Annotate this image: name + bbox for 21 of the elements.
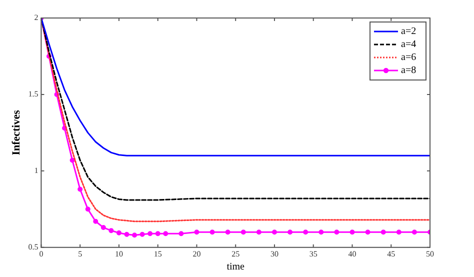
x-tick-label: 5 bbox=[78, 249, 82, 258]
x-axis-title: time bbox=[226, 262, 246, 273]
x-tick-label: 15 bbox=[154, 249, 162, 258]
y-axis-title: Infectives bbox=[10, 109, 22, 156]
x-tick-label: 50 bbox=[426, 249, 434, 258]
y-tick-label: 1.5 bbox=[28, 90, 38, 99]
legend-label: a=6 bbox=[401, 52, 416, 64]
x-tick-label: 25 bbox=[232, 249, 240, 258]
y-tick-label: 2 bbox=[34, 13, 38, 22]
x-tick-label: 40 bbox=[348, 249, 356, 258]
x-tick-label: 10 bbox=[114, 249, 123, 258]
x-tick-label: 45 bbox=[387, 249, 396, 258]
x-tick-label: 20 bbox=[192, 249, 201, 258]
x-tick-label: 30 bbox=[270, 249, 278, 258]
y-tick-label: 1 bbox=[34, 166, 38, 176]
legend-label: a=2 bbox=[401, 26, 416, 38]
legend-label: a=4 bbox=[401, 39, 416, 50]
y-tick-label: 0.5 bbox=[28, 242, 38, 252]
x-tick-label: 35 bbox=[309, 249, 318, 258]
x-tick-label: 0 bbox=[39, 249, 44, 258]
legend-label: a=8 bbox=[401, 65, 416, 76]
